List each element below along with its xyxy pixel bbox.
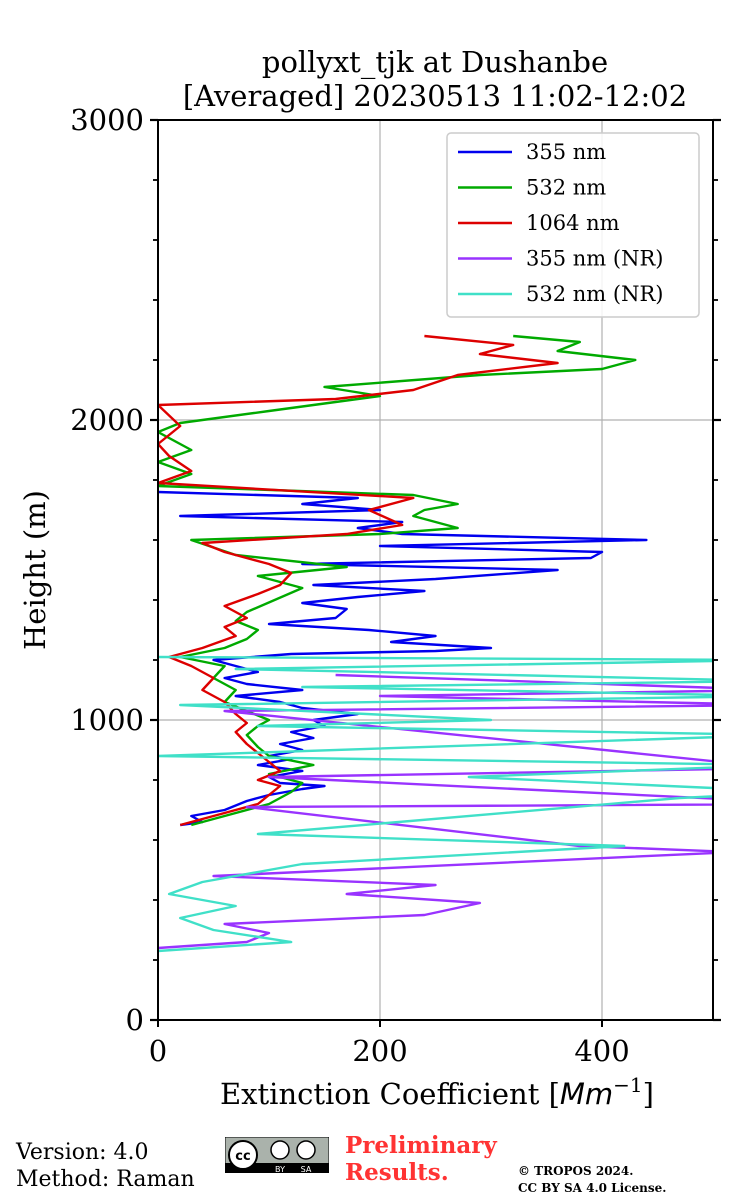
- legend-box: [446, 132, 700, 318]
- plot-frame: [157, 119, 714, 1021]
- legend-entry-label: 532 nm (NR): [526, 282, 663, 306]
- y-tick-label: 1000: [70, 703, 144, 737]
- x-axis-label: Extinction Coefficient [Mm−1]: [220, 1073, 654, 1111]
- series-line-355-nm-nr-: [158, 673, 713, 950]
- version-label: Version: 4.0: [16, 1140, 149, 1165]
- legend-entry-label: 532 nm: [526, 176, 606, 200]
- license-label: CC BY SA 4.0 License.: [518, 1181, 667, 1195]
- attribution-icon: [270, 1140, 290, 1160]
- cc-by-sa-license-badge: cc BY SA: [224, 1136, 330, 1174]
- method-label: Method: Raman: [16, 1167, 195, 1192]
- legend-entry-label: 355 nm: [526, 140, 606, 164]
- extinction-profile-chart: pollyxt_tjk at Dushanbe [Averaged] 20230…: [18, 45, 721, 1111]
- copyright-label: © TROPOS 2024.: [518, 1164, 634, 1178]
- y-tick-label: 2000: [70, 403, 144, 437]
- series-line-355-nm: [158, 490, 648, 827]
- svg-text:SA: SA: [301, 1165, 312, 1173]
- preliminary-label: Preliminary: [345, 1132, 497, 1159]
- legend-entry-label: 355 nm (NR): [526, 247, 663, 271]
- chart-title-line2: [Averaged] 20230513 11:02-12:02: [183, 79, 687, 113]
- series-line-532-nm-nr-: [158, 655, 713, 953]
- series-line-532-nm: [158, 334, 637, 827]
- chart-title-line1: pollyxt_tjk at Dushanbe: [262, 45, 608, 80]
- x-tick-label: 400: [574, 1034, 629, 1068]
- x-tick-label: 200: [352, 1034, 407, 1068]
- svg-text:BY: BY: [275, 1165, 285, 1173]
- share-alike-icon: [296, 1140, 316, 1160]
- svg-text:cc: cc: [235, 1149, 250, 1164]
- y-axis-label: Height (m): [18, 490, 52, 650]
- legend: 355 nm 532 nm 1064 nm 355 nm (NR) 532 nm (NR…: [446, 132, 700, 318]
- cc-icon: [228, 1140, 258, 1170]
- y-tick-label: 0: [126, 1003, 144, 1037]
- series-line-1064-nm: [158, 334, 559, 827]
- legend-entry-label: 1064 nm: [526, 211, 620, 235]
- results-label: Results.: [345, 1159, 449, 1186]
- series-layer: [158, 334, 713, 953]
- x-tick-label: 0: [149, 1034, 167, 1068]
- y-tick-label: 3000: [70, 103, 144, 137]
- tick-layer: 0 200 400 0 1000 2000 3000: [70, 103, 721, 1068]
